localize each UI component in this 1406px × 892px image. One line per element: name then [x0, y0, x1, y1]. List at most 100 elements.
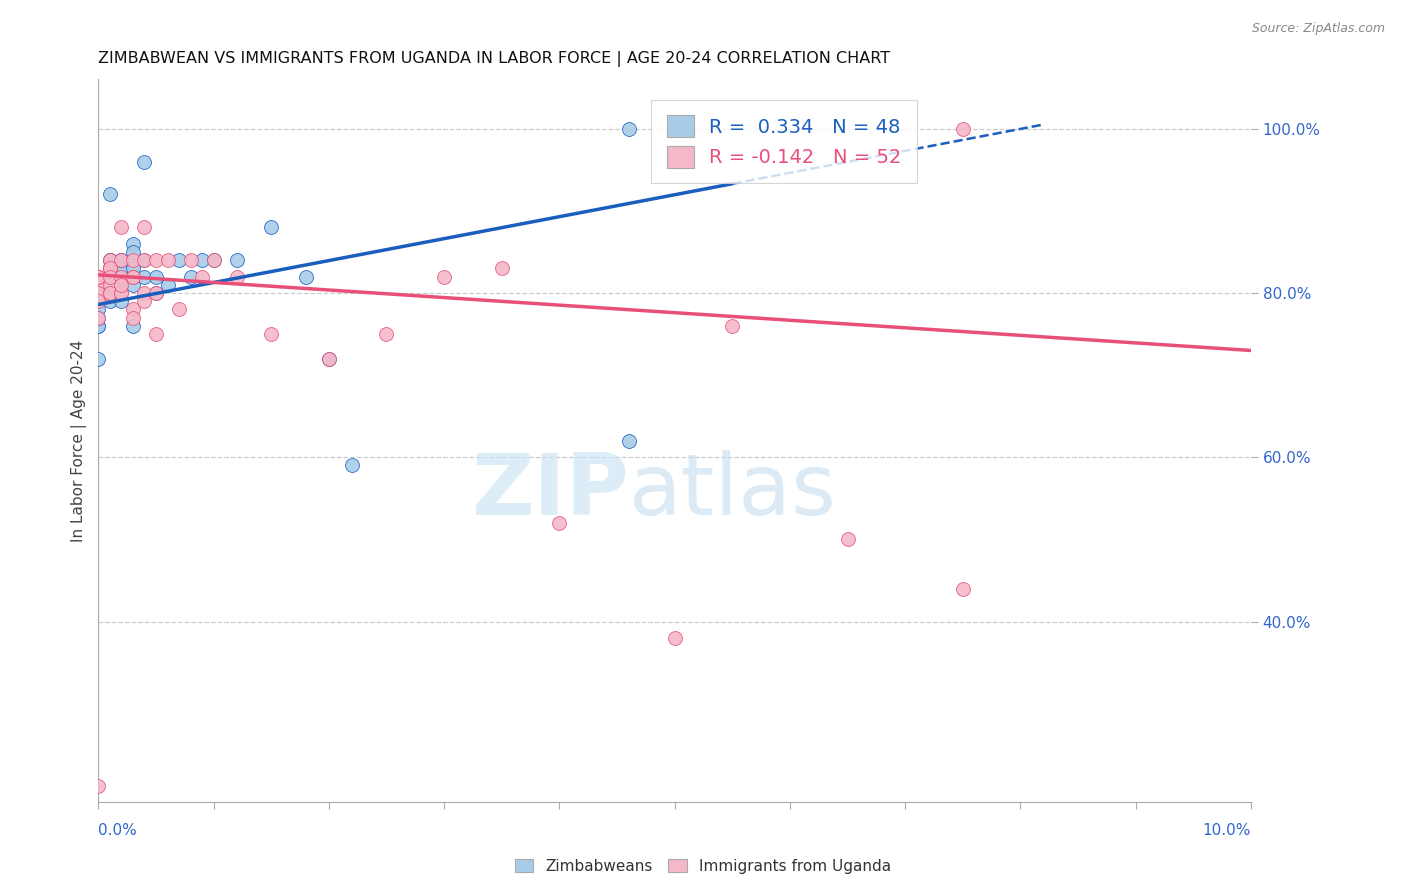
Point	[375, 326, 398, 341]
Point	[122, 236, 145, 251]
Point	[122, 253, 145, 268]
Point	[664, 631, 686, 645]
Point	[122, 261, 145, 276]
Point	[87, 277, 110, 292]
Point	[110, 253, 132, 268]
Point	[145, 269, 167, 284]
Point	[134, 253, 156, 268]
Point	[617, 434, 640, 448]
Point	[260, 326, 283, 341]
Point	[110, 253, 132, 268]
Point	[110, 269, 132, 284]
Text: ZIP: ZIP	[471, 450, 628, 533]
Point	[98, 261, 121, 276]
Point	[87, 269, 110, 284]
Point	[110, 253, 132, 268]
Point	[837, 533, 859, 547]
Point	[110, 277, 132, 292]
Point	[156, 253, 179, 268]
Point	[87, 285, 110, 300]
Point	[98, 253, 121, 268]
Text: Source: ZipAtlas.com: Source: ZipAtlas.com	[1251, 22, 1385, 36]
Point	[167, 253, 190, 268]
Point	[318, 351, 340, 366]
Point	[98, 285, 121, 300]
Point	[110, 220, 132, 235]
Point	[167, 302, 190, 317]
Point	[98, 187, 121, 202]
Point	[180, 269, 202, 284]
Point	[134, 285, 156, 300]
Point	[110, 294, 132, 309]
Point	[617, 121, 640, 136]
Point	[340, 458, 363, 473]
Point	[98, 261, 121, 276]
Point	[87, 310, 110, 325]
Point	[134, 253, 156, 268]
Point	[110, 277, 132, 292]
Point	[98, 285, 121, 300]
Point	[145, 326, 167, 341]
Text: ZIMBABWEAN VS IMMIGRANTS FROM UGANDA IN LABOR FORCE | AGE 20-24 CORRELATION CHAR: ZIMBABWEAN VS IMMIGRANTS FROM UGANDA IN …	[98, 51, 890, 67]
Point	[110, 261, 132, 276]
Point	[87, 294, 110, 309]
Point	[145, 285, 167, 300]
Text: atlas: atlas	[628, 450, 837, 533]
Point	[98, 261, 121, 276]
Point	[122, 310, 145, 325]
Point	[87, 302, 110, 317]
Point	[87, 269, 110, 284]
Point	[98, 253, 121, 268]
Point	[98, 285, 121, 300]
Point	[122, 302, 145, 317]
Point	[122, 269, 145, 284]
Point	[98, 285, 121, 300]
Point	[548, 516, 571, 530]
Legend: R =  0.334   N = 48, R = -0.142   N = 52: R = 0.334 N = 48, R = -0.142 N = 52	[651, 100, 917, 183]
Point	[98, 261, 121, 276]
Point	[122, 318, 145, 333]
Point	[87, 285, 110, 300]
Point	[110, 285, 132, 300]
Point	[87, 294, 110, 309]
Point	[491, 261, 513, 276]
Point	[295, 269, 318, 284]
Point	[145, 253, 167, 268]
Point	[87, 285, 110, 300]
Text: 0.0%: 0.0%	[98, 823, 138, 838]
Point	[87, 779, 110, 793]
Point	[98, 277, 121, 292]
Point	[87, 269, 110, 284]
Point	[156, 277, 179, 292]
Point	[110, 285, 132, 300]
Point	[87, 318, 110, 333]
Point	[98, 269, 121, 284]
Point	[87, 318, 110, 333]
Point	[318, 351, 340, 366]
Point	[952, 121, 974, 136]
Point	[110, 261, 132, 276]
Point	[122, 244, 145, 259]
Point	[180, 253, 202, 268]
Point	[202, 253, 225, 268]
Point	[134, 220, 156, 235]
Point	[191, 253, 214, 268]
Point	[191, 269, 214, 284]
Point	[122, 277, 145, 292]
Point	[134, 154, 156, 169]
Point	[225, 269, 247, 284]
Point	[433, 269, 456, 284]
Y-axis label: In Labor Force | Age 20-24: In Labor Force | Age 20-24	[72, 340, 87, 542]
Point	[87, 294, 110, 309]
Legend: Zimbabweans, Immigrants from Uganda: Zimbabweans, Immigrants from Uganda	[509, 853, 897, 880]
Point	[110, 253, 132, 268]
Point	[225, 253, 247, 268]
Point	[122, 269, 145, 284]
Point	[87, 351, 110, 366]
Point	[145, 285, 167, 300]
Point	[134, 269, 156, 284]
Point	[260, 220, 283, 235]
Point	[134, 294, 156, 309]
Point	[98, 285, 121, 300]
Point	[98, 253, 121, 268]
